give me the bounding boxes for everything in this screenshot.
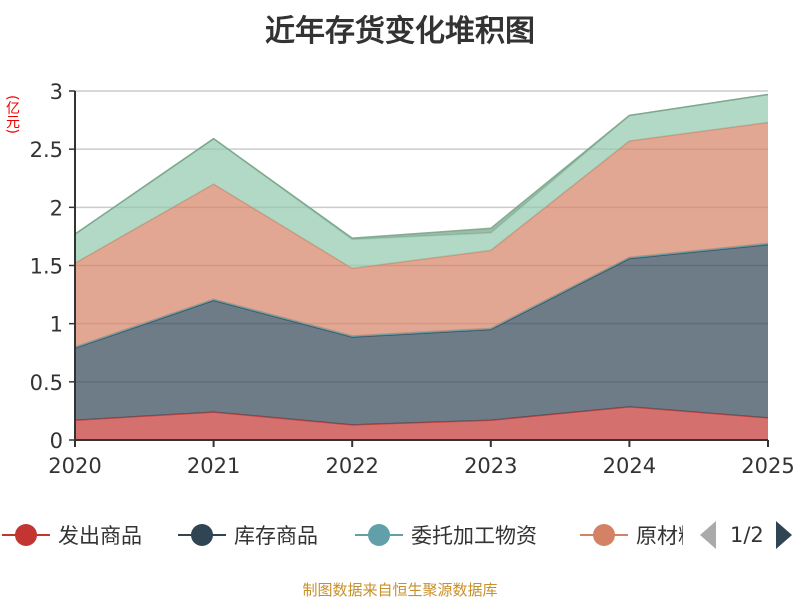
legend-next-icon[interactable] bbox=[775, 521, 792, 549]
area-series-1 bbox=[75, 244, 768, 425]
legend-item-3[interactable]: 原材料 bbox=[580, 518, 683, 552]
legend-marker-icon bbox=[2, 523, 50, 547]
y-tick-label: 0.5 bbox=[30, 371, 63, 395]
area-series-3 bbox=[75, 122, 768, 347]
y-tick-label: 3 bbox=[50, 80, 63, 104]
legend-item-0[interactable]: 发出商品 bbox=[2, 518, 162, 552]
legend-label: 原材料 bbox=[636, 524, 683, 548]
legend-item-2[interactable]: 委托加工物资 bbox=[355, 518, 565, 552]
legend-label: 库存商品 bbox=[234, 524, 318, 548]
x-tick-label: 2022 bbox=[325, 454, 378, 478]
y-tick-label: 0 bbox=[50, 429, 63, 453]
legend-prev-icon[interactable] bbox=[700, 521, 716, 549]
legend-label: 发出商品 bbox=[58, 524, 142, 548]
area-series-4 bbox=[75, 94, 768, 269]
x-tick-label: 2024 bbox=[603, 454, 656, 478]
data-source-note: 制图数据来自恒生聚源数据库 bbox=[302, 581, 498, 599]
legend: 发出商品 库存商品 委托加工物资 原材料 bbox=[0, 518, 800, 552]
legend-pager: 1/2 bbox=[700, 518, 792, 552]
legend-item-1[interactable]: 库存商品 bbox=[178, 518, 338, 552]
chart-title: 近年存货变化堆积图 bbox=[265, 14, 535, 49]
legend-label: 委托加工物资 bbox=[411, 524, 537, 548]
y-tick-label: 2 bbox=[50, 196, 63, 220]
legend-marker-icon bbox=[580, 523, 628, 547]
x-tick-label: 2025 bbox=[741, 454, 794, 478]
legend-marker-icon bbox=[178, 523, 226, 547]
y-tick-label: 2.5 bbox=[30, 138, 63, 162]
legend-page-indicator: 1/2 bbox=[730, 523, 764, 547]
area-series-0 bbox=[75, 406, 768, 440]
x-tick-label: 2023 bbox=[464, 454, 517, 478]
y-axis-unit-label: (亿元) bbox=[4, 95, 20, 134]
y-tick-label: 1 bbox=[50, 313, 63, 337]
x-tick-label: 2021 bbox=[187, 454, 240, 478]
x-tick-label: 2020 bbox=[48, 454, 101, 478]
line-series-5 bbox=[74, 93, 769, 239]
y-tick-label: 1.5 bbox=[30, 255, 63, 279]
legend-marker-icon bbox=[355, 523, 403, 547]
